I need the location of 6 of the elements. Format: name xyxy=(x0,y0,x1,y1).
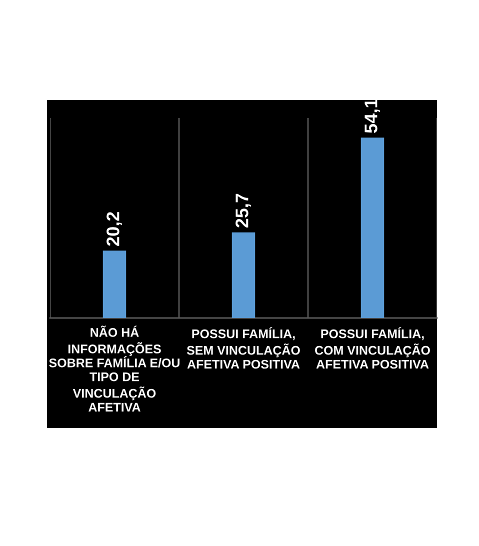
x-tick-label: POSSUI FAMÍLIA, COM VINCULAÇÃO AFETIVA POSITIVA xyxy=(315,327,430,369)
x-tick-label: NÃO HÁ INFORMAÇÕES SOBRE FAMÍLIA E/OU TIPO DE VINCULAÇÃO AFETIVA xyxy=(49,326,180,412)
data-label: 25,7 xyxy=(236,194,251,228)
x-tick-label: POSSUI FAMÍLIA, SEM VINCULAÇÃO AFETIVA POSITIVA xyxy=(186,327,300,369)
data-label: 20,2 xyxy=(106,212,122,246)
data-label: 54,1 xyxy=(364,98,380,133)
